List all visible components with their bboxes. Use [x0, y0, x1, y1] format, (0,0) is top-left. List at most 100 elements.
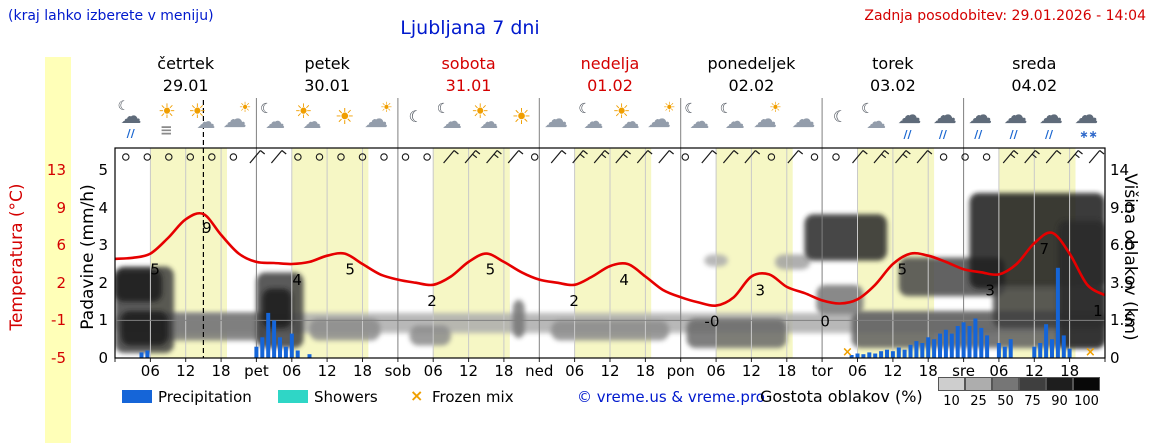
precip-bar	[902, 349, 907, 358]
precip-bar	[914, 341, 919, 358]
precip-bar	[254, 346, 259, 358]
day-name: nedelja	[580, 54, 640, 73]
cloud-region	[816, 284, 864, 315]
cloud-region	[804, 214, 887, 261]
sun-glyph: ☀	[663, 100, 676, 116]
sun-glyph: ☀	[511, 105, 532, 130]
wind-calm-symbol	[337, 153, 345, 161]
precip-tick-label: 2	[98, 273, 108, 292]
grayscale-label: 50	[997, 394, 1014, 409]
temp-value-label: 5	[345, 261, 355, 279]
grayscale-cell-50	[992, 377, 1019, 391]
moon-glyph: ☾	[436, 101, 450, 117]
precip-bar	[973, 318, 978, 358]
rain-glyph: ∕∕	[1044, 128, 1053, 141]
showers-legend-label: Showers	[314, 388, 378, 406]
precip-tick-label: 0	[98, 348, 108, 367]
precip-bar	[1002, 346, 1007, 358]
day-header-04.02[interactable]: sreda 04.02	[964, 53, 1105, 97]
moon-cloud-icon: ☾ ☁	[257, 99, 291, 143]
copyright-link[interactable]: © vreme.us & vreme.pro	[577, 388, 765, 406]
wind-barb	[464, 150, 481, 164]
sun-glyph: ☀	[471, 99, 490, 123]
x-tick-18: 18	[777, 362, 797, 380]
wind-calm-symbol	[530, 153, 539, 161]
cloud-glyph: ☁	[364, 105, 389, 133]
grayscale-label: 100	[1074, 394, 1099, 409]
cloud-sun-icon: ☀ ☁	[363, 99, 397, 143]
temp-value-label: 3	[985, 281, 995, 299]
precip-bar	[943, 329, 948, 358]
grayscale-label: 75	[1024, 394, 1041, 409]
cloud-glyph: ☁	[791, 105, 816, 133]
day-header-30.01[interactable]: petek 30.01	[256, 53, 397, 97]
precip-bar	[139, 352, 144, 358]
wind-barb	[572, 150, 588, 164]
precip-bar	[873, 353, 878, 358]
temp-tick-label: 13	[46, 161, 66, 179]
rain-glyph: ∕∕	[126, 127, 135, 140]
cloud-rain-icon: ☁ ∕∕	[929, 99, 963, 143]
wind-calm-symbol	[767, 153, 776, 161]
cloud-tick-label: 1.5	[1110, 311, 1134, 329]
cloud-glyph: ☁	[620, 111, 640, 133]
wind-barb	[787, 150, 804, 164]
precip-bar	[849, 355, 854, 358]
temp-value-label: 3	[756, 281, 766, 299]
temp-curve	[115, 211, 1105, 308]
precip-bar	[266, 312, 271, 358]
temp-value-label: 9	[202, 219, 212, 237]
showers-swatch	[278, 390, 308, 403]
wind-barb	[249, 150, 266, 164]
frozen-mix-mark: ×	[1085, 345, 1096, 360]
x-tick-ned: ned	[525, 362, 554, 380]
sun-cloud-icon: ☀ ☁	[469, 99, 503, 143]
day-header-02.02[interactable]: ponedeljek 02.02	[681, 53, 822, 97]
temp-tick-label: -1	[51, 311, 66, 329]
cloud-density-legend-title: Gostota oblakov (%)	[760, 387, 923, 406]
cloud-glyph: ☁	[647, 105, 672, 133]
moon-rain-icon: ☾ ☁ ∕∕	[116, 99, 150, 143]
sun-fog-icon: ☀ ≡	[151, 99, 185, 143]
sun-cloud-icon: ☀ ☁	[611, 99, 645, 143]
temp-tick-label: 6	[56, 236, 66, 254]
day-date: 02.02	[728, 76, 775, 95]
wind-calm-symbol	[961, 153, 969, 161]
sun-icon: ☀	[328, 99, 362, 143]
day-header-03.02[interactable]: torek 03.02	[822, 53, 963, 97]
precip-bar	[1038, 343, 1043, 358]
day-header-29.01[interactable]: četrtek 29.01	[115, 53, 256, 97]
precip-bar	[885, 349, 889, 358]
cloud-glyph: ☁	[724, 109, 745, 133]
sun-cloud-icon: ☀ ☁	[292, 99, 326, 143]
day-date: 03.02	[869, 76, 916, 95]
precip-bar	[307, 354, 312, 358]
rain-glyph: ∕∕	[903, 128, 912, 141]
x-tick-12: 12	[176, 362, 196, 380]
wind-calm-symbol	[939, 153, 948, 161]
cloud-tick-label: 3.5	[1110, 273, 1134, 292]
precip-bar	[979, 327, 984, 358]
x-tick-06: 06	[423, 362, 443, 380]
grayscale-label: 10	[943, 394, 960, 409]
precip-bar	[961, 322, 966, 358]
moon-cloud-icon: ☾ ☁	[717, 99, 751, 143]
moon-glyph: ☾	[719, 101, 733, 117]
precip-bar	[955, 326, 960, 358]
x-tick-sre: sre	[952, 362, 975, 380]
sun-glyph: ☀	[158, 99, 176, 123]
x-tick-18: 18	[211, 362, 231, 380]
cloud-tick-label: 14	[1110, 161, 1130, 179]
day-header-01.02[interactable]: nedelja 01.02	[539, 53, 680, 97]
cloudD-glyph: ☁	[932, 101, 957, 129]
wind-barb	[658, 150, 674, 164]
x-tick-06: 06	[989, 362, 1009, 380]
sun-glyph: ☀	[294, 99, 313, 123]
precipitation-legend-label: Precipitation	[158, 388, 252, 406]
wind-barb	[615, 150, 631, 164]
temp-tick-label: 2	[56, 273, 66, 292]
temp-value-label: 4	[619, 271, 629, 289]
wind-calm-symbol	[315, 153, 324, 161]
day-header-31.01[interactable]: sobota 31.01	[398, 53, 539, 97]
wind-barb	[1002, 150, 1019, 164]
